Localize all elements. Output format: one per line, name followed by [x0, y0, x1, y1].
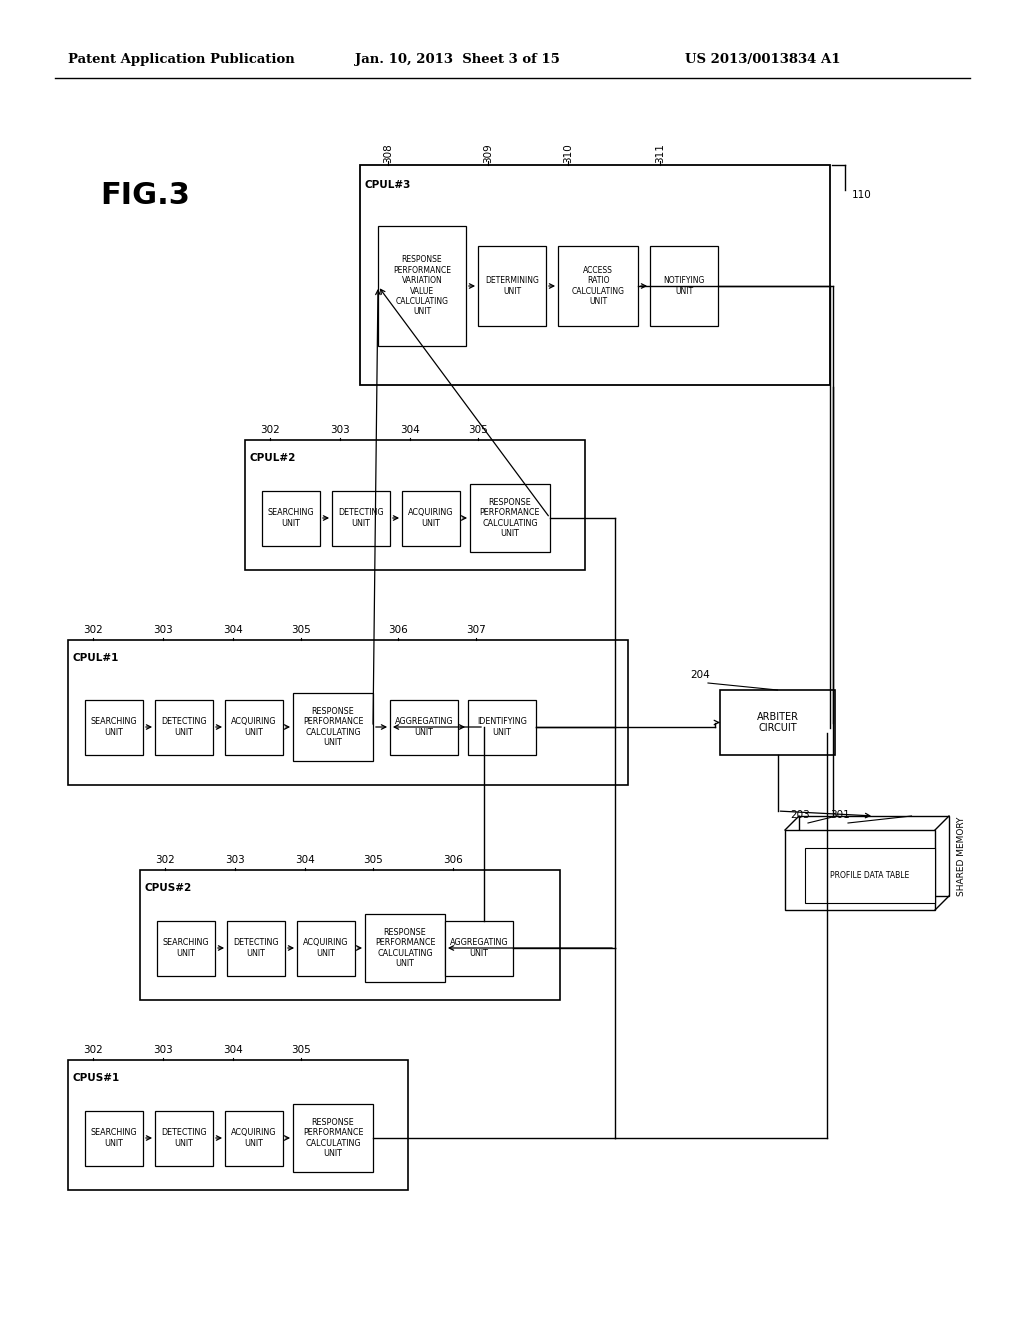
Bar [227, 920, 285, 975]
Bar [68, 1060, 408, 1191]
Text: 302: 302 [155, 855, 175, 865]
Text: 306: 306 [388, 624, 408, 635]
Bar [478, 246, 546, 326]
Text: 203: 203 [791, 810, 810, 820]
Text: 305: 305 [291, 1045, 311, 1055]
Text: SEARCHING
UNIT: SEARCHING UNIT [91, 1129, 137, 1147]
Bar [468, 700, 536, 755]
Text: RESPONSE
PERFORMANCE
CALCULATING
UNIT: RESPONSE PERFORMANCE CALCULATING UNIT [480, 498, 541, 539]
Bar [297, 920, 355, 975]
Bar [155, 1110, 213, 1166]
Text: CPUL#3: CPUL#3 [365, 180, 412, 190]
Bar [365, 913, 445, 982]
Text: RESPONSE
PERFORMANCE
CALCULATING
UNIT: RESPONSE PERFORMANCE CALCULATING UNIT [303, 708, 364, 747]
Text: RESPONSE
PERFORMANCE
CALCULATING
UNIT: RESPONSE PERFORMANCE CALCULATING UNIT [303, 1118, 364, 1158]
Bar [799, 816, 949, 896]
Text: 307: 307 [466, 624, 485, 635]
Text: CPUS#1: CPUS#1 [73, 1073, 120, 1082]
Text: SEARCHING
UNIT: SEARCHING UNIT [267, 508, 314, 528]
Text: FIG.3: FIG.3 [100, 181, 189, 210]
Text: DETERMINING
UNIT: DETERMINING UNIT [485, 276, 539, 296]
Bar [402, 491, 460, 545]
Bar [140, 870, 560, 1001]
Text: 303: 303 [330, 425, 350, 436]
Text: ARBITER
CIRCUIT: ARBITER CIRCUIT [757, 711, 799, 734]
Bar [470, 484, 550, 552]
Text: 310: 310 [563, 143, 573, 162]
Text: CPUL#1: CPUL#1 [73, 653, 119, 663]
Text: 304: 304 [223, 1045, 243, 1055]
Text: DETECTING
UNIT: DETECTING UNIT [338, 508, 384, 528]
Text: AGGREGATING
UNIT: AGGREGATING UNIT [394, 717, 454, 737]
Text: Patent Application Publication: Patent Application Publication [68, 54, 295, 66]
Text: 308: 308 [383, 143, 393, 162]
Text: ACQUIRING
UNIT: ACQUIRING UNIT [231, 717, 276, 737]
Text: 305: 305 [291, 624, 311, 635]
Bar [445, 920, 513, 975]
Bar [650, 246, 718, 326]
Bar [262, 491, 319, 545]
Text: ACQUIRING
UNIT: ACQUIRING UNIT [231, 1129, 276, 1147]
Text: US 2013/0013834 A1: US 2013/0013834 A1 [685, 54, 841, 66]
Bar [720, 690, 835, 755]
Text: 304: 304 [400, 425, 420, 436]
Bar [805, 847, 935, 903]
Text: 302: 302 [83, 1045, 102, 1055]
Text: SHARED MEMORY: SHARED MEMORY [956, 816, 966, 896]
Text: 302: 302 [83, 624, 102, 635]
Text: Jan. 10, 2013  Sheet 3 of 15: Jan. 10, 2013 Sheet 3 of 15 [355, 54, 560, 66]
Text: RESPONSE
PERFORMANCE
VARIATION
VALUE
CALCULATING
UNIT: RESPONSE PERFORMANCE VARIATION VALUE CAL… [393, 256, 451, 317]
Text: DETECTING
UNIT: DETECTING UNIT [233, 939, 279, 958]
Text: 305: 305 [364, 855, 383, 865]
Bar [157, 920, 215, 975]
Text: RESPONSE
PERFORMANCE
CALCULATING
UNIT: RESPONSE PERFORMANCE CALCULATING UNIT [375, 928, 435, 968]
Text: PROFILE DATA TABLE: PROFILE DATA TABLE [830, 871, 909, 880]
Text: 309: 309 [483, 143, 493, 162]
Text: ACCESS
RATIO
CALCULATING
UNIT: ACCESS RATIO CALCULATING UNIT [571, 265, 625, 306]
Text: DETECTING
UNIT: DETECTING UNIT [161, 717, 207, 737]
Text: SEARCHING
UNIT: SEARCHING UNIT [91, 717, 137, 737]
Text: ACQUIRING
UNIT: ACQUIRING UNIT [303, 939, 349, 958]
Bar [293, 1104, 373, 1172]
Text: CPUL#2: CPUL#2 [250, 453, 296, 463]
Text: DETECTING
UNIT: DETECTING UNIT [161, 1129, 207, 1147]
Text: 303: 303 [225, 855, 245, 865]
Text: 304: 304 [223, 624, 243, 635]
Bar [225, 700, 283, 755]
Text: SEARCHING
UNIT: SEARCHING UNIT [163, 939, 209, 958]
Text: CPUS#2: CPUS#2 [144, 883, 191, 894]
Bar [360, 165, 830, 385]
Bar [225, 1110, 283, 1166]
Text: 302: 302 [260, 425, 280, 436]
Text: ACQUIRING
UNIT: ACQUIRING UNIT [409, 508, 454, 528]
Text: 204: 204 [690, 671, 710, 680]
Bar [785, 830, 935, 909]
Bar [558, 246, 638, 326]
Bar [378, 226, 466, 346]
Text: 311: 311 [655, 143, 665, 162]
Text: 304: 304 [295, 855, 314, 865]
Bar [85, 700, 143, 755]
Text: AGGREGATING
UNIT: AGGREGATING UNIT [450, 939, 508, 958]
Bar [390, 700, 458, 755]
Text: 110: 110 [852, 190, 871, 201]
Bar [68, 640, 628, 785]
Text: 305: 305 [468, 425, 487, 436]
Text: IDENTIFYING
UNIT: IDENTIFYING UNIT [477, 717, 527, 737]
Text: 306: 306 [443, 855, 463, 865]
Bar [245, 440, 585, 570]
Bar [293, 693, 373, 762]
Text: 303: 303 [154, 1045, 173, 1055]
Text: NOTIFYING
UNIT: NOTIFYING UNIT [664, 276, 705, 296]
Bar [332, 491, 390, 545]
Text: 301: 301 [830, 810, 850, 820]
Text: 303: 303 [154, 624, 173, 635]
Bar [85, 1110, 143, 1166]
Bar [155, 700, 213, 755]
